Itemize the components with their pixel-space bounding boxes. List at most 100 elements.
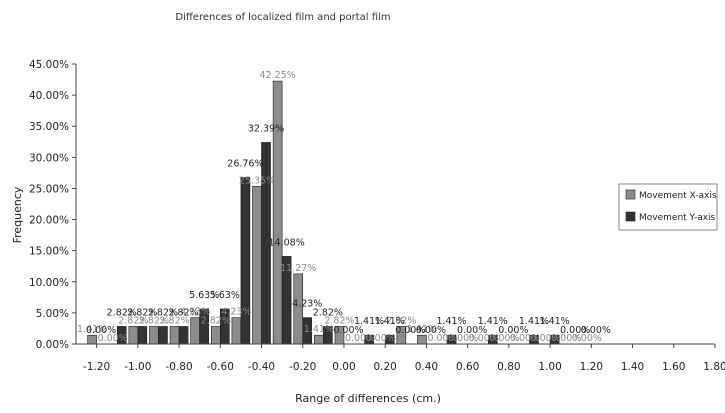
y-tick-label: 30.00% [29, 152, 69, 164]
data-label: 26.76% [227, 158, 263, 169]
data-label: 1.41% [478, 316, 508, 327]
data-label: 2.82% [168, 307, 198, 318]
data-label: 1.41% [375, 316, 405, 327]
x-tick-label: -0.20 [289, 361, 316, 373]
x-tick-label: 1.20 [580, 361, 603, 373]
data-label: 0.00% [416, 325, 446, 336]
data-label: 0.00% [98, 333, 128, 344]
data-label: 0.00% [366, 333, 396, 344]
data-label: 4.23% [292, 299, 322, 310]
y-tick-label: 25.00% [29, 183, 69, 195]
bar [178, 326, 189, 345]
data-labels: 1.41%0.00%2.82%2.82%2.82%4.23%2.82%4.23%… [77, 70, 611, 344]
data-label: 2.82% [324, 315, 354, 326]
x-tick-label: 1.80 [703, 361, 725, 373]
data-label: 1.41% [304, 324, 334, 335]
legend: Movement X-axis Movement Y-axis [618, 183, 718, 231]
data-label: 0.00% [469, 333, 499, 344]
legend-swatch-x [625, 189, 636, 200]
data-label: 1.41% [77, 324, 107, 335]
x-axis-ticks: -1.20 -1.00 -0.80 -0.60 -0.40 -0.20 0.00 0.20 0.… [83, 344, 725, 373]
data-label: 1.41% [540, 316, 570, 327]
y-tick-label: 10.00% [29, 277, 69, 289]
y-tick-label: 20.00% [29, 215, 69, 227]
x-axis-label: Range of differences (cm.) [295, 392, 441, 405]
data-label: 1.41% [407, 324, 437, 335]
data-label: 0.00% [86, 325, 116, 336]
x-tick-label: 0.00 [332, 361, 355, 373]
data-label: 2.82% [313, 307, 343, 318]
data-label: 0.00% [457, 325, 487, 336]
data-label: 0.00% [498, 325, 528, 336]
x-tick-label: 1.60 [662, 361, 685, 373]
data-label: 4.23% [180, 307, 210, 318]
data-label: 4.23% [221, 307, 251, 318]
data-label: 0.00% [551, 333, 581, 344]
legend-box [618, 183, 718, 231]
bar [137, 326, 148, 345]
data-label: 5.63% [189, 290, 219, 301]
data-label: 2.82% [386, 315, 416, 326]
y-axis-label: Frequency [11, 186, 24, 243]
data-label: 0.00% [333, 325, 363, 336]
bar [210, 326, 221, 345]
legend-swatch-y [625, 211, 636, 222]
data-label: 14.08% [269, 237, 305, 248]
y-tick-label: 15.00% [29, 246, 69, 258]
data-label: 0.00% [581, 325, 611, 336]
data-label: 2.82% [107, 307, 137, 318]
data-label: 2.82% [159, 315, 189, 326]
x-tick-label: 0.80 [497, 361, 520, 373]
x-tick-label: -1.20 [83, 361, 110, 373]
x-tick-label: -0.80 [165, 361, 192, 373]
data-label: 0.00% [560, 325, 590, 336]
bar [169, 326, 180, 345]
data-label: 2.82% [139, 315, 169, 326]
data-label: 0.00% [531, 333, 561, 344]
data-label: 0.00% [345, 333, 375, 344]
data-label: 2.82% [148, 307, 178, 318]
data-label: 1.41% [519, 316, 549, 327]
bar [158, 326, 168, 345]
bar [272, 80, 283, 345]
data-label: 1.41% [436, 316, 466, 327]
x-tick-label: 0.40 [415, 361, 438, 373]
y-tick-label: 45.00% [29, 59, 69, 71]
bar [190, 317, 200, 345]
data-label: 1.41% [354, 316, 384, 327]
bar [314, 334, 324, 345]
bar [128, 326, 139, 345]
data-label: 2.82% [201, 315, 231, 326]
bar [231, 317, 242, 345]
bar [240, 177, 251, 345]
data-label: 0.00% [510, 333, 540, 344]
x-tick-label: -1.00 [124, 361, 151, 373]
x-tick-label: -0.40 [248, 361, 275, 373]
x-tick-label: 1.40 [621, 361, 644, 373]
data-label: 5.63% [210, 290, 240, 301]
data-label: 2.82% [127, 307, 157, 318]
data-label: 0.00% [427, 333, 457, 344]
x-tick-label: -0.60 [207, 361, 234, 373]
data-label: 0.00% [448, 333, 478, 344]
x-tick-label: 0.20 [373, 361, 396, 373]
legend-label-x: Movement X-axis [639, 191, 717, 201]
data-label: 0.00% [395, 325, 425, 336]
chart-title: Differences of localized film and portal… [175, 12, 390, 23]
y-tick-label: 0.00% [36, 339, 69, 351]
data-label: 42.25% [260, 70, 296, 81]
y-tick-label: 5.00% [36, 308, 69, 320]
bar [87, 334, 97, 345]
bars [87, 80, 560, 345]
bar [252, 185, 262, 345]
data-label: 0.00% [572, 333, 602, 344]
legend-label-y: Movement Y-axis [639, 213, 716, 223]
x-tick-label: 0.60 [456, 361, 479, 373]
x-tick-label: 1.00 [538, 361, 561, 373]
y-tick-label: 35.00% [29, 121, 69, 133]
data-label: 0.00% [489, 333, 519, 344]
data-label: 32.39% [248, 123, 284, 134]
bar [149, 326, 159, 345]
data-label: 25.35% [239, 175, 275, 186]
